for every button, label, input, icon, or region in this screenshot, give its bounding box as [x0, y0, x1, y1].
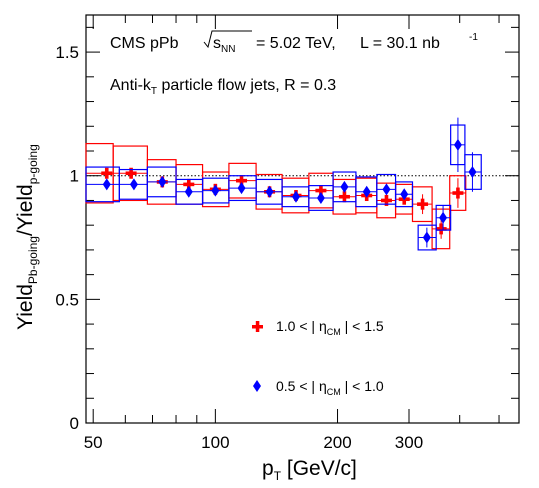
- data-point-plus-v: [186, 178, 191, 190]
- data-point-diamond: [102, 178, 111, 191]
- data-marks: [85, 117, 482, 251]
- data-point-plus-v: [104, 167, 109, 179]
- energy-label: sNN = 5.02 TeV, L = 30.1 nb -1: [203, 30, 478, 55]
- y-tick-label: 1.5: [55, 43, 79, 62]
- x-axis-title: pT [GeV/c]: [262, 457, 357, 483]
- data-point-diamond: [158, 175, 167, 188]
- lumi-text: L = 30.1 nb: [360, 35, 440, 52]
- experiment-label: CMS pPb: [110, 35, 179, 52]
- data-point-diamond: [439, 211, 448, 224]
- series-central: [85, 117, 482, 251]
- data-point-plus-v: [384, 194, 389, 206]
- x-tick-label: 300: [395, 433, 423, 452]
- data-point-diamond: [468, 166, 477, 179]
- data-point-diamond: [400, 188, 409, 201]
- energy-subscript: NN: [221, 44, 235, 55]
- data-point-diamond: [291, 190, 300, 203]
- x-tick-label: 200: [323, 433, 351, 452]
- jet-label: Anti-kT particle flow jets, R = 0.3: [110, 77, 336, 97]
- data-point-plus-v: [456, 187, 460, 199]
- data-point-diamond: [362, 185, 371, 198]
- data-point-diamond: [382, 183, 391, 196]
- energy-symbol: s: [213, 35, 221, 52]
- data-point-diamond: [453, 138, 462, 151]
- legend: 1.0 < | ηCM | < 1.5 0.5 < | ηCM | < 1.0: [252, 318, 384, 397]
- data-point-diamond: [237, 182, 246, 195]
- data-point-plus-v: [129, 167, 133, 179]
- svg-text:sNN: sNN: [213, 35, 235, 55]
- legend-label-central: 0.5 < | ηCM | < 1.0: [276, 378, 384, 397]
- data-point-diamond: [316, 191, 325, 204]
- data-point-plus-v: [239, 175, 244, 187]
- y-tick-label: 1: [70, 167, 79, 186]
- y-tick-label: 0: [70, 414, 79, 433]
- data-point-diamond: [184, 185, 193, 198]
- energy-text: = 5.02 TeV,: [256, 35, 336, 52]
- legend-label-forward: 1.0 < | ηCM | < 1.5: [276, 318, 384, 337]
- x-tick-label: 50: [84, 433, 103, 452]
- y-tick-label: 0.5: [55, 290, 79, 309]
- data-point-plus-v: [342, 191, 347, 203]
- data-point-plus-v: [439, 223, 443, 235]
- data-point-diamond: [265, 185, 274, 198]
- data-point-diamond: [211, 184, 220, 197]
- jet-subscript: T: [151, 86, 157, 97]
- data-point-diamond: [340, 180, 349, 193]
- data-point-diamond: [129, 178, 138, 191]
- data-point-plus-v: [420, 198, 425, 210]
- legend-marker-forward: [252, 321, 263, 332]
- legend-marker-central: [253, 380, 261, 392]
- x-tick-label: 100: [201, 433, 229, 452]
- axes: 50 100 200 300 0 0.5 1 1.5: [55, 15, 519, 452]
- data-point-plus-v: [319, 185, 323, 197]
- y-axis-title: YieldPb-going/Yieldp-going: [14, 144, 40, 330]
- jet-prefix: Anti-k: [110, 77, 152, 94]
- lumi-exponent: -1: [469, 32, 478, 43]
- series-forward: [85, 142, 467, 250]
- plot-frame: [85, 14, 520, 424]
- jet-suffix: particle flow jets, R = 0.3: [157, 77, 336, 94]
- data-point-diamond: [422, 231, 431, 244]
